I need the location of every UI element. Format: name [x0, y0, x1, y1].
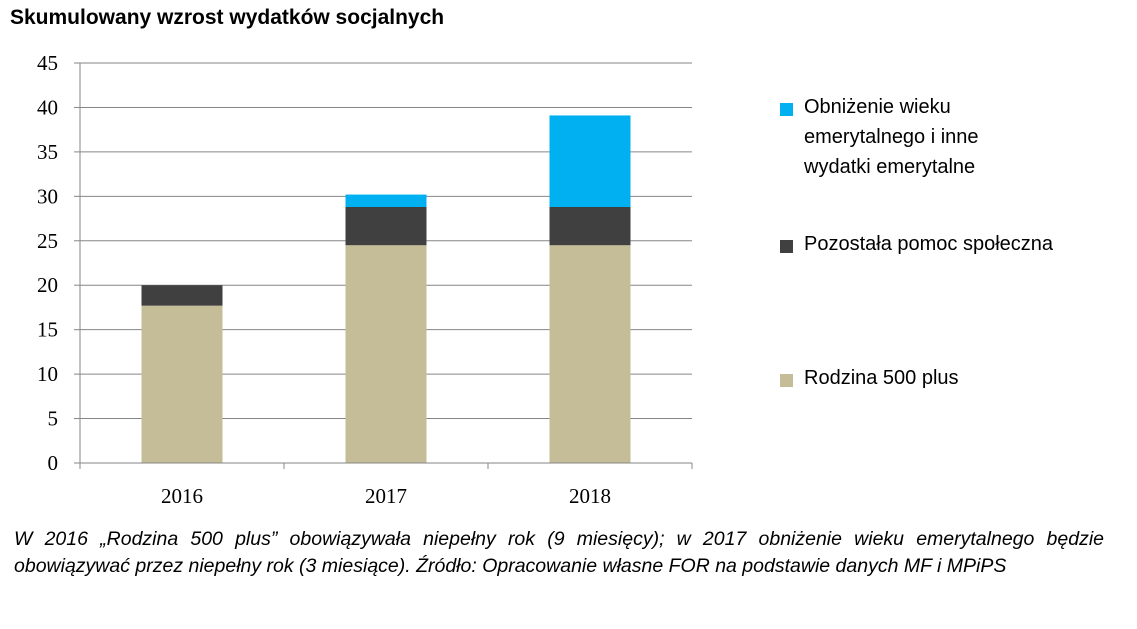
y-tick-label: 10: [37, 362, 58, 386]
y-tick-label: 25: [37, 229, 58, 253]
legend-label-line: Obniżenie wieku: [804, 96, 951, 118]
y-tick-label: 20: [37, 273, 58, 297]
axes: 0 5 10 15 20 25 30 35 40 45 2016 2017 2018: [37, 51, 693, 508]
bar-2018-series-0: [549, 245, 631, 463]
chart-title: Skumulowany wzrost wydatków socjalnych: [10, 6, 445, 29]
legend-label-line: wydatki emerytalne: [804, 156, 976, 178]
legend-label-pension: Obniżenie wieku emerytalnego i inne wyda…: [804, 92, 979, 182]
bar-2018-series-2: [549, 115, 631, 207]
y-tick-label: 30: [37, 184, 58, 208]
bar-2017-series-0: [345, 245, 427, 463]
y-tick-label: 45: [37, 51, 58, 75]
y-tick-label: 40: [37, 95, 58, 119]
legend-swatch-social-aid: [780, 240, 793, 253]
legend-item-pension: Obniżenie wieku emerytalnego i inne wyda…: [780, 96, 979, 182]
legend-label-family500: Rodzina 500 plus: [804, 363, 959, 393]
legend-swatch-pension: [780, 103, 793, 116]
bar-2017-series-2: [345, 194, 427, 207]
y-tick-label: 5: [48, 407, 59, 431]
x-tick-label: 2018: [569, 484, 611, 508]
bar-2016-series-1: [141, 285, 223, 306]
bar-2018-series-1: [549, 207, 631, 246]
bar-2017-series-1: [345, 207, 427, 246]
y-tick-label: 15: [37, 318, 58, 342]
legend-label-social-aid: Pozostała pomoc społeczna: [804, 229, 1053, 259]
legend-swatch-family500: [780, 374, 793, 387]
legend-item-social-aid: Pozostała pomoc społeczna: [780, 233, 1053, 259]
bar-2016-series-0: [141, 305, 223, 463]
y-tick-label: 0: [48, 451, 59, 475]
legend-label-line: Rodzina 500 plus: [804, 367, 959, 389]
x-tick-label: 2016: [161, 484, 203, 508]
legend: Obniżenie wieku emerytalnego i inne wyda…: [780, 0, 1120, 480]
chart-plot: 0 5 10 15 20 25 30 35 40 45 2016 2017 2018: [37, 51, 693, 508]
legend-label-line: emerytalnego i inne: [804, 126, 979, 148]
legend-item-family500: Rodzina 500 plus: [780, 367, 959, 393]
chart-caption: W 2016 „Rodzina 500 plus” obowiązywała n…: [14, 528, 1104, 577]
x-tick-label: 2017: [365, 484, 407, 508]
legend-label-line: Pozostała pomoc społeczna: [804, 233, 1054, 255]
bars: [141, 115, 631, 463]
y-tick-label: 35: [37, 140, 58, 164]
